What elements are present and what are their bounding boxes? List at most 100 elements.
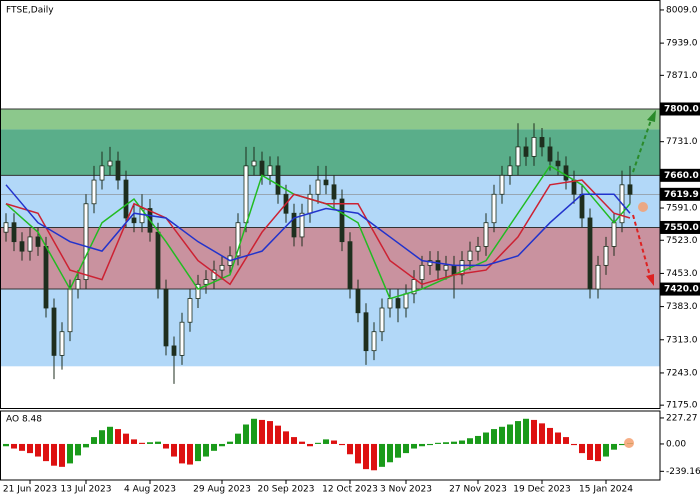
up-arrow — [632, 119, 652, 173]
ao-bar — [563, 437, 569, 444]
ao-bar — [139, 442, 145, 444]
candle-body — [515, 146, 521, 167]
ao-bar — [363, 443, 369, 470]
ao-bar — [11, 443, 17, 449]
ao-tick-label: -239.16 — [666, 467, 700, 477]
y-tick-label: 7871.0 — [666, 71, 698, 81]
candle-body — [395, 298, 401, 309]
ao-bar — [339, 443, 345, 446]
ao-bar — [475, 435, 481, 444]
candle-body — [51, 307, 57, 356]
ao-tick-label: 227.27 — [666, 413, 698, 423]
ao-bar — [507, 424, 513, 444]
x-tick-label: 20 Sep 2023 — [257, 485, 314, 495]
zone — [0, 227, 660, 290]
ao-bar — [107, 426, 113, 444]
moving-average — [5, 184, 631, 267]
candle-body — [59, 331, 65, 356]
ao-bar — [539, 423, 545, 444]
ao-bar — [403, 443, 409, 454]
ao-bar — [3, 443, 9, 447]
y-tick-label: 7731.0 — [666, 137, 698, 147]
candle-body — [99, 165, 105, 181]
candle-body — [427, 260, 433, 266]
y-tick-label: 7523.0 — [666, 236, 698, 246]
ao-bar — [587, 443, 593, 460]
candle-body — [475, 246, 481, 252]
candle-body — [531, 137, 537, 157]
candle-body — [91, 179, 97, 205]
y-tick-label: 7453.0 — [666, 269, 698, 279]
ao-bar — [59, 443, 65, 467]
level-label: 7660.0 — [664, 171, 699, 181]
candle-body — [123, 179, 129, 219]
ao-bar — [211, 443, 217, 451]
candle-body — [219, 264, 225, 271]
ao-bar — [467, 438, 473, 444]
candle-body — [411, 279, 417, 295]
candle-body — [27, 236, 33, 252]
ao-bar — [91, 437, 97, 444]
y-tick-label: 7939.0 — [666, 39, 698, 49]
price-panel — [0, 108, 660, 384]
ao-bar — [411, 443, 417, 449]
ao-bar — [27, 443, 33, 454]
candle-body — [611, 222, 617, 247]
ao-bar — [491, 429, 497, 444]
candle-body — [267, 165, 273, 176]
ao-bar — [483, 432, 489, 444]
ao-bar — [163, 443, 169, 449]
ao-bar — [195, 443, 201, 462]
candle-body — [507, 165, 513, 176]
ao-bar — [283, 431, 289, 444]
candle-body — [115, 160, 121, 181]
candle-body — [315, 179, 321, 195]
candle-body — [355, 288, 361, 314]
candle-body — [627, 184, 633, 195]
ao-bar — [571, 443, 577, 446]
ao-frame — [0, 410, 661, 481]
candle-body — [243, 165, 249, 224]
candle-body — [171, 345, 177, 356]
candle-body — [19, 241, 25, 252]
level-box — [660, 282, 700, 296]
down-arrow — [632, 214, 651, 277]
ao-title: AO 8.48 — [6, 415, 42, 425]
ao-bar — [123, 433, 129, 444]
moving-average — [5, 179, 631, 286]
candle-body — [579, 193, 585, 219]
ao-bar — [355, 443, 361, 464]
candle-body — [347, 241, 353, 290]
x-tick-label: 3 Nov 2023 — [380, 485, 432, 495]
ao-bar — [131, 439, 137, 444]
candle-body — [403, 293, 409, 309]
ao-bar — [619, 443, 625, 446]
ao-bar — [75, 443, 81, 456]
up-arrowhead — [647, 110, 656, 122]
candle-body — [251, 160, 257, 167]
ao-bar — [419, 443, 425, 447]
x-tick-label: 19 Dec 2023 — [513, 485, 571, 495]
x-tick-label: 13 Jul 2023 — [61, 485, 112, 495]
ao-bar — [331, 440, 337, 444]
candle-body — [43, 246, 49, 309]
zone — [0, 108, 660, 130]
ao-bar — [307, 443, 313, 447]
ao-panel — [3, 418, 633, 471]
ao-bar — [499, 426, 505, 444]
zone — [0, 175, 660, 228]
candle-body — [587, 217, 593, 290]
ao-bar — [267, 421, 273, 444]
candle-body — [131, 217, 137, 224]
ao-bar — [219, 443, 225, 447]
ao-bar — [299, 441, 305, 444]
ao-bar — [51, 443, 57, 466]
candle-body — [259, 160, 265, 176]
candle-body — [499, 174, 505, 195]
candle-body — [291, 212, 297, 238]
ao-bar — [19, 443, 25, 451]
ao-bar — [259, 419, 265, 444]
ao-bar — [459, 440, 465, 444]
